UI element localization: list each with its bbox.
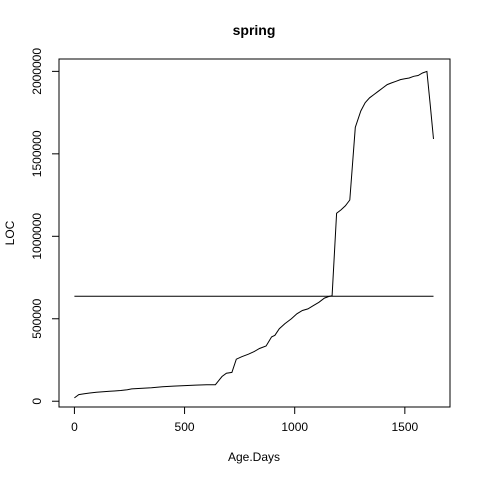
y-axis-label: LOC <box>3 220 17 245</box>
y-tick-label: 2000000 <box>30 48 44 95</box>
x-axis: 0 500 1000 1500 <box>71 407 419 434</box>
x-tick-label: 1000 <box>281 420 308 434</box>
x-tick-label: 0 <box>71 420 78 434</box>
y-tick-label: 0 <box>30 398 44 405</box>
loc-series-line <box>74 70 434 399</box>
x-axis-label: Age.Days <box>228 450 280 464</box>
y-tick-label: 1000000 <box>30 213 44 260</box>
x-tick-label: 1500 <box>391 420 418 434</box>
y-tick-label: 500000 <box>30 298 44 338</box>
y-tick-label: 1500000 <box>30 130 44 177</box>
series-layer <box>74 70 434 399</box>
chart-title: spring <box>233 22 276 38</box>
x-tick-label: 500 <box>175 420 195 434</box>
plot-frame <box>58 58 451 408</box>
y-axis: 0 500000 1000000 1500000 2000000 <box>30 48 59 405</box>
